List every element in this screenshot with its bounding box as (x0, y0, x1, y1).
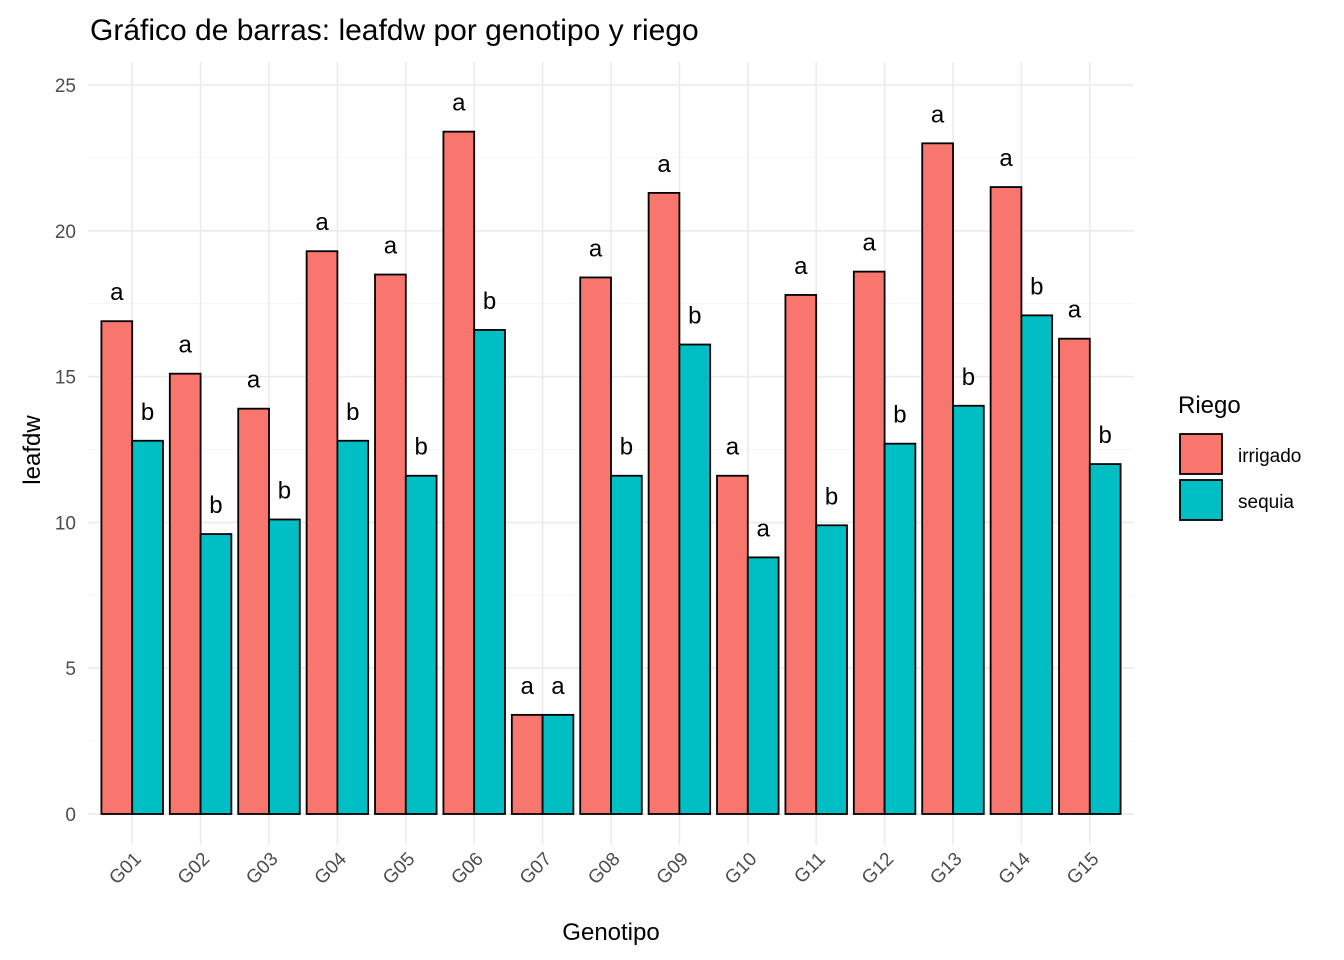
bar-label-irrigado-G01: a (110, 279, 124, 306)
bar-label-sequia-G02: b (209, 492, 222, 519)
bar-irrigado-G07 (510, 713, 544, 815)
legend-swatch-irrigado (1179, 433, 1223, 475)
bar-label-sequia-G11: b (825, 483, 838, 510)
bar-sequia-G05 (404, 474, 438, 815)
bar-irrigado-G03 (237, 407, 270, 815)
bar-irrigado-G12 (852, 270, 886, 815)
legend-label-sequia: sequia (1238, 492, 1294, 513)
legend-swatch-sequia (1179, 479, 1223, 521)
bar-label-sequia-G09: b (688, 303, 701, 330)
bar-label-sequia-G04: b (346, 399, 359, 426)
bar-sequia-G13 (952, 404, 985, 815)
bar-label-irrigado-G05: a (384, 233, 398, 260)
x-tick-label: G12 (858, 849, 898, 889)
x-tick-label: G05 (379, 849, 419, 889)
x-tick-label: G03 (242, 849, 282, 889)
x-tick-label: G09 (653, 849, 693, 889)
x-tick-label: G02 (174, 849, 214, 889)
bar-label-irrigado-G09: a (657, 151, 671, 178)
x-axis-ticks: G01 G02 G03 G04 G05 G06 G07 G08 G09 G10 G11 G12 G13 G… (105, 848, 1103, 889)
bar-irrigado-G06 (442, 130, 476, 815)
x-tick-label: G08 (584, 849, 624, 889)
bar-irrigado-G11 (784, 294, 818, 815)
legend-title: Riego (1178, 392, 1241, 419)
bar-sequia-G03 (268, 518, 301, 815)
bar-sequia-G14 (1020, 314, 1054, 815)
bar-label-sequia-G03: b (278, 477, 291, 504)
bar-sequia-G15 (1088, 463, 1122, 815)
x-tick-label: G10 (721, 849, 761, 889)
bar-label-sequia-G01: b (141, 399, 154, 426)
bar-irrigado-G04 (305, 250, 339, 815)
bar-irrigado-G13 (921, 142, 954, 815)
bar-sequia-G10 (746, 556, 780, 815)
y-tick-label: 25 (55, 76, 76, 97)
bar-irrigado-G10 (716, 474, 749, 815)
y-axis-ticks: 0 5 10 15 20 25 (55, 76, 76, 826)
x-tick-label: G07 (516, 849, 556, 889)
bar-sequia-G09 (678, 343, 712, 815)
bar-label-sequia-G14: b (1030, 273, 1043, 300)
x-axis-title: Genotipo (562, 919, 659, 946)
bar-sequia-G12 (883, 442, 917, 815)
bar-label-irrigado-G10: a (726, 434, 740, 461)
bars (100, 130, 1122, 815)
bar-sequia-G08 (610, 474, 643, 815)
bar-sequia-G01 (131, 439, 164, 815)
bar-label-irrigado-G06: a (452, 90, 466, 117)
bar-label-sequia-G07: a (551, 673, 565, 700)
legend: Riego irrigado sequia (1178, 392, 1301, 521)
bar-label-irrigado-G13: a (931, 101, 945, 128)
bar-label-sequia-G10: a (757, 515, 771, 542)
bar-label-irrigado-G08: a (589, 235, 603, 262)
legend-label-irrigado: irrigado (1238, 446, 1301, 467)
bar-label-irrigado-G15: a (1068, 297, 1082, 324)
bar-label-sequia-G06: b (483, 288, 496, 315)
y-tick-label: 0 (65, 805, 76, 826)
bar-sequia-G04 (336, 439, 370, 815)
bar-sequia-G11 (815, 524, 848, 815)
y-tick-label: 20 (55, 222, 76, 243)
x-tick-label: G15 (1063, 849, 1103, 889)
bar-label-sequia-G12: b (893, 402, 906, 429)
bar-label-irrigado-G04: a (315, 209, 329, 236)
bar-irrigado-G14 (989, 186, 1023, 815)
bar-irrigado-G09 (647, 191, 681, 815)
chart-title: Gráfico de barras: leafdw por genotipo y… (90, 14, 699, 47)
bar-irrigado-G05 (374, 273, 407, 815)
bar-label-irrigado-G11: a (794, 253, 808, 280)
bar-sequia-G07 (541, 713, 575, 815)
y-axis-title: leafdw (19, 415, 46, 485)
bar-irrigado-G02 (168, 372, 202, 815)
bar-label-sequia-G15: b (1099, 422, 1112, 449)
y-tick-label: 15 (55, 368, 76, 389)
x-tick-label: G13 (926, 849, 966, 889)
bar-irrigado-G15 (1058, 337, 1091, 815)
bar-label-irrigado-G03: a (247, 367, 261, 394)
x-tick-label: G06 (447, 849, 487, 889)
x-tick-label: G11 (790, 849, 829, 888)
bar-sequia-G06 (473, 329, 506, 815)
bar-irrigado-G08 (579, 276, 612, 815)
bar-label-irrigado-G07: a (521, 673, 535, 700)
bar-sequia-G02 (199, 533, 233, 815)
y-tick-label: 10 (55, 513, 76, 534)
x-tick-label: G04 (311, 848, 352, 889)
bar-label-irrigado-G12: a (863, 230, 877, 257)
bar-label-sequia-G05: b (415, 434, 428, 461)
bar-irrigado-G01 (100, 320, 134, 815)
y-tick-label: 5 (65, 659, 76, 680)
bar-label-sequia-G08: b (620, 434, 633, 461)
bar-label-irrigado-G14: a (999, 145, 1013, 172)
x-tick-label: G14 (995, 848, 1036, 889)
bar-label-sequia-G13: b (962, 364, 975, 391)
x-tick-label: G01 (105, 849, 145, 889)
bar-label-irrigado-G02: a (179, 332, 193, 359)
